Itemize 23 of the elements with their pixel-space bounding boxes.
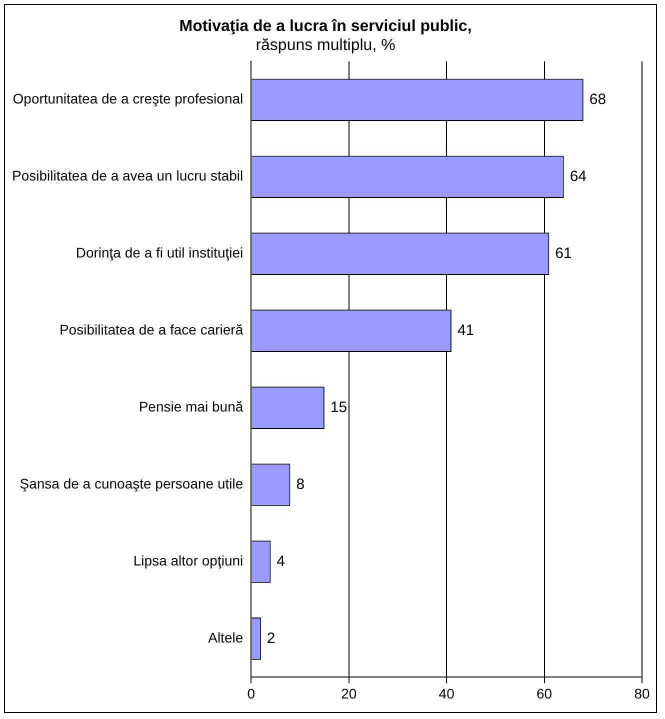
x-tick-label: 20 [341,685,357,702]
data-label: 15 [330,398,348,416]
data-label: 68 [589,91,606,108]
y-tick-label: Pensie mai bună [138,398,244,415]
x-tick-label: 60 [536,685,552,702]
data-label: 64 [570,168,587,186]
chart-subtitle: răspuns multiplu, % [256,37,396,54]
x-tick-label: 0 [247,685,256,702]
data-label: 41 [457,322,474,339]
x-tick-label: 40 [438,685,455,702]
data-label: 8 [296,476,305,493]
y-tick-label: Oportunitatea de a creşte profesional [12,90,244,107]
y-tick-label: Şansa de a cunoaşte persoane utile [20,476,244,492]
data-label: 61 [555,244,572,262]
data-label: 2 [266,630,276,647]
x-tick-label: 80 [634,685,650,702]
chart-title: Motivaţia de a lucra în serviciul public, [179,18,472,36]
y-tick-label: Dorinţa de a fi util instituţiei [76,244,244,261]
data-label: 4 [276,552,286,570]
y-tick-label: Posibilitatea de a avea un lucru stabil [12,168,244,184]
y-tick-label: Altele [208,630,244,646]
y-tick-label: Posibilitatea de a face carieră [59,322,244,338]
y-tick-label: Lipsa altor opţiuni [133,552,244,569]
